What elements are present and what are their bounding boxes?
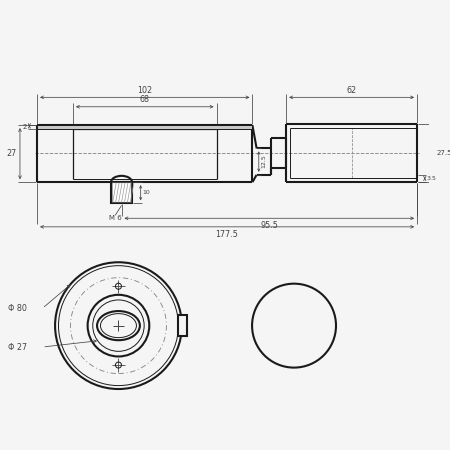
Bar [112,182,131,202]
Text: 10: 10 [143,190,151,195]
Text: 2: 2 [23,124,27,130]
Bar [37,125,252,130]
Text: 3.5: 3.5 [427,176,437,181]
Text: M 6: M 6 [109,215,122,221]
Text: Φ 80: Φ 80 [9,304,27,313]
Text: 102: 102 [137,86,152,95]
Text: Φ 27: Φ 27 [8,342,27,351]
Text: 177.5: 177.5 [216,230,238,239]
Text: 12.5: 12.5 [261,155,266,168]
Bar [178,315,187,336]
Text: 27.5: 27.5 [436,150,450,156]
Text: 62: 62 [346,86,357,95]
Text: 68: 68 [140,95,150,104]
Bar [111,182,132,203]
Text: 95.5: 95.5 [261,221,278,230]
Text: 27: 27 [7,149,17,158]
